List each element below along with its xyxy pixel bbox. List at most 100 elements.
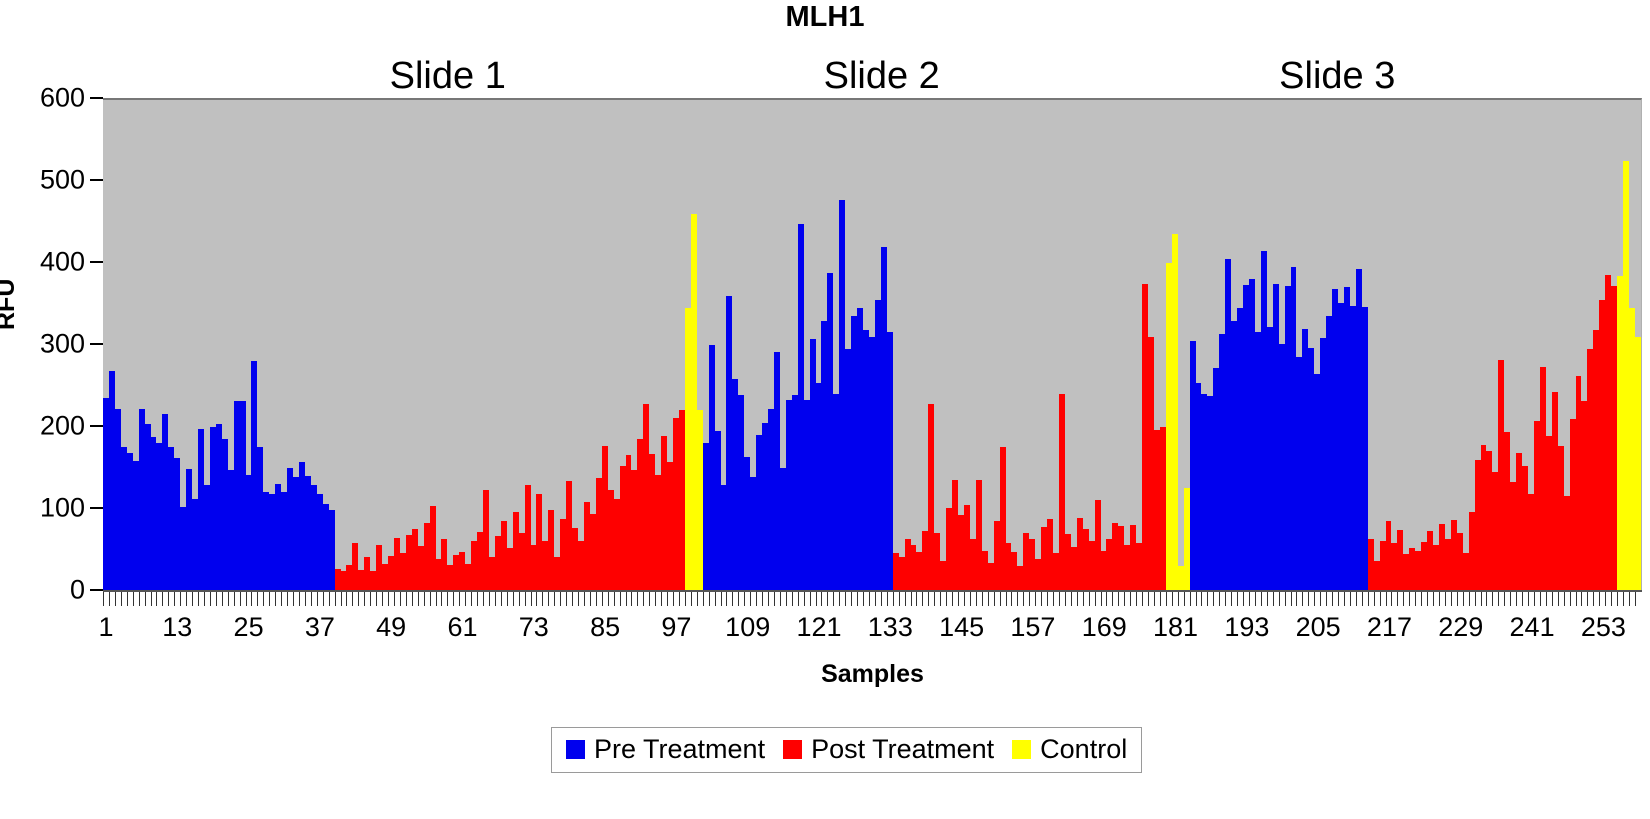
bar <box>423 523 430 590</box>
x-tick-mark <box>1468 592 1475 606</box>
x-tick-mark <box>1035 592 1041 606</box>
bar <box>892 553 899 590</box>
x-tick-mark <box>1237 592 1243 606</box>
x-tick-mark <box>839 592 845 606</box>
bar <box>1302 328 1309 590</box>
bar <box>542 541 549 590</box>
bar <box>518 532 525 590</box>
x-tick-mark <box>1450 592 1457 606</box>
bar <box>1308 348 1315 590</box>
bar <box>1082 528 1089 590</box>
bar <box>738 394 745 590</box>
bar <box>186 469 193 590</box>
bar <box>678 410 685 590</box>
x-tick-mark <box>156 592 162 606</box>
bar <box>1338 302 1344 590</box>
x-tick-label: 193 <box>1224 612 1270 642</box>
bar <box>1486 451 1493 590</box>
bar <box>530 545 537 590</box>
x-tick-label: 181 <box>1153 612 1199 642</box>
x-tick-mark <box>1053 592 1059 606</box>
x-tick-mark <box>405 592 412 606</box>
x-tick-mark <box>1569 592 1576 606</box>
bar <box>946 508 953 590</box>
bar <box>215 424 222 590</box>
bar <box>589 514 596 590</box>
bar <box>1165 262 1172 590</box>
bar <box>744 456 751 590</box>
x-tick-mark <box>607 592 614 606</box>
x-tick-mark <box>488 592 495 606</box>
x-tick-mark <box>1575 592 1582 606</box>
x-tick-mark <box>868 592 875 606</box>
x-tick-mark <box>441 592 447 606</box>
bar <box>1332 289 1338 590</box>
bar <box>1183 487 1190 590</box>
bar <box>554 557 561 590</box>
x-tick-mark <box>530 592 537 606</box>
bar <box>702 443 709 590</box>
x-tick-mark <box>120 592 127 606</box>
bar <box>1112 523 1119 590</box>
x-axis-line <box>103 590 1642 592</box>
bar <box>1522 465 1528 590</box>
y-tick-label: 400 <box>39 246 85 277</box>
x-tick-mark <box>114 592 121 606</box>
x-tick-mark <box>1148 592 1154 606</box>
bar <box>1153 429 1160 590</box>
bar <box>1272 283 1279 590</box>
bar <box>1516 452 1523 590</box>
bar <box>1361 307 1368 590</box>
x-tick-mark <box>1539 592 1546 606</box>
bar <box>1415 550 1422 590</box>
bar <box>690 214 697 590</box>
x-tick-mark <box>512 592 519 606</box>
bar <box>1118 526 1125 590</box>
bar <box>364 557 371 590</box>
bar <box>103 398 109 590</box>
x-tick-mark <box>257 592 263 606</box>
x-axis: 1 13 25 37 49 61 73 85 97 109 121 133 145 157 169 181 19… <box>98 590 1642 650</box>
x-tick-mark <box>1634 592 1641 606</box>
x-tick-mark <box>423 592 430 606</box>
bar <box>1504 432 1511 590</box>
x-tick-mark <box>221 592 228 606</box>
bar <box>1450 519 1457 590</box>
x-tick-mark <box>572 592 578 606</box>
x-tick-mark <box>1005 592 1012 606</box>
bar <box>1634 336 1641 590</box>
bar <box>1433 545 1439 590</box>
bar <box>1581 400 1588 590</box>
x-tick-mark <box>108 592 115 606</box>
x-tick-mark <box>459 592 465 606</box>
x-tick-mark <box>1349 592 1356 606</box>
bar <box>1284 286 1291 590</box>
bar <box>560 518 567 590</box>
x-tick-mark <box>702 592 709 606</box>
x-tick-mark <box>1421 592 1427 606</box>
y-tick-mark <box>90 589 103 591</box>
y-tick-mark <box>90 97 103 99</box>
bar <box>1575 376 1582 590</box>
bar <box>779 467 786 590</box>
bar <box>1611 286 1618 590</box>
bar <box>494 536 501 590</box>
bar <box>1320 338 1327 590</box>
x-tick-mark <box>916 592 922 606</box>
x-tick-mark <box>696 592 703 606</box>
x-tick-mark <box>186 592 192 606</box>
x-tick-mark <box>720 592 727 606</box>
x-tick-mark <box>233 592 240 606</box>
x-tick-mark <box>845 592 851 606</box>
bar <box>1510 482 1517 590</box>
x-tick-mark <box>542 592 548 606</box>
bar <box>1213 367 1220 590</box>
x-tick-mark <box>750 592 756 606</box>
x-tick-mark <box>144 592 151 606</box>
x-tick-mark <box>1510 592 1516 606</box>
bar <box>785 399 792 590</box>
x-tick-mark <box>952 592 958 606</box>
bar <box>1605 274 1612 590</box>
x-tick-mark <box>969 592 976 606</box>
x-tick-label: 109 <box>725 612 771 642</box>
